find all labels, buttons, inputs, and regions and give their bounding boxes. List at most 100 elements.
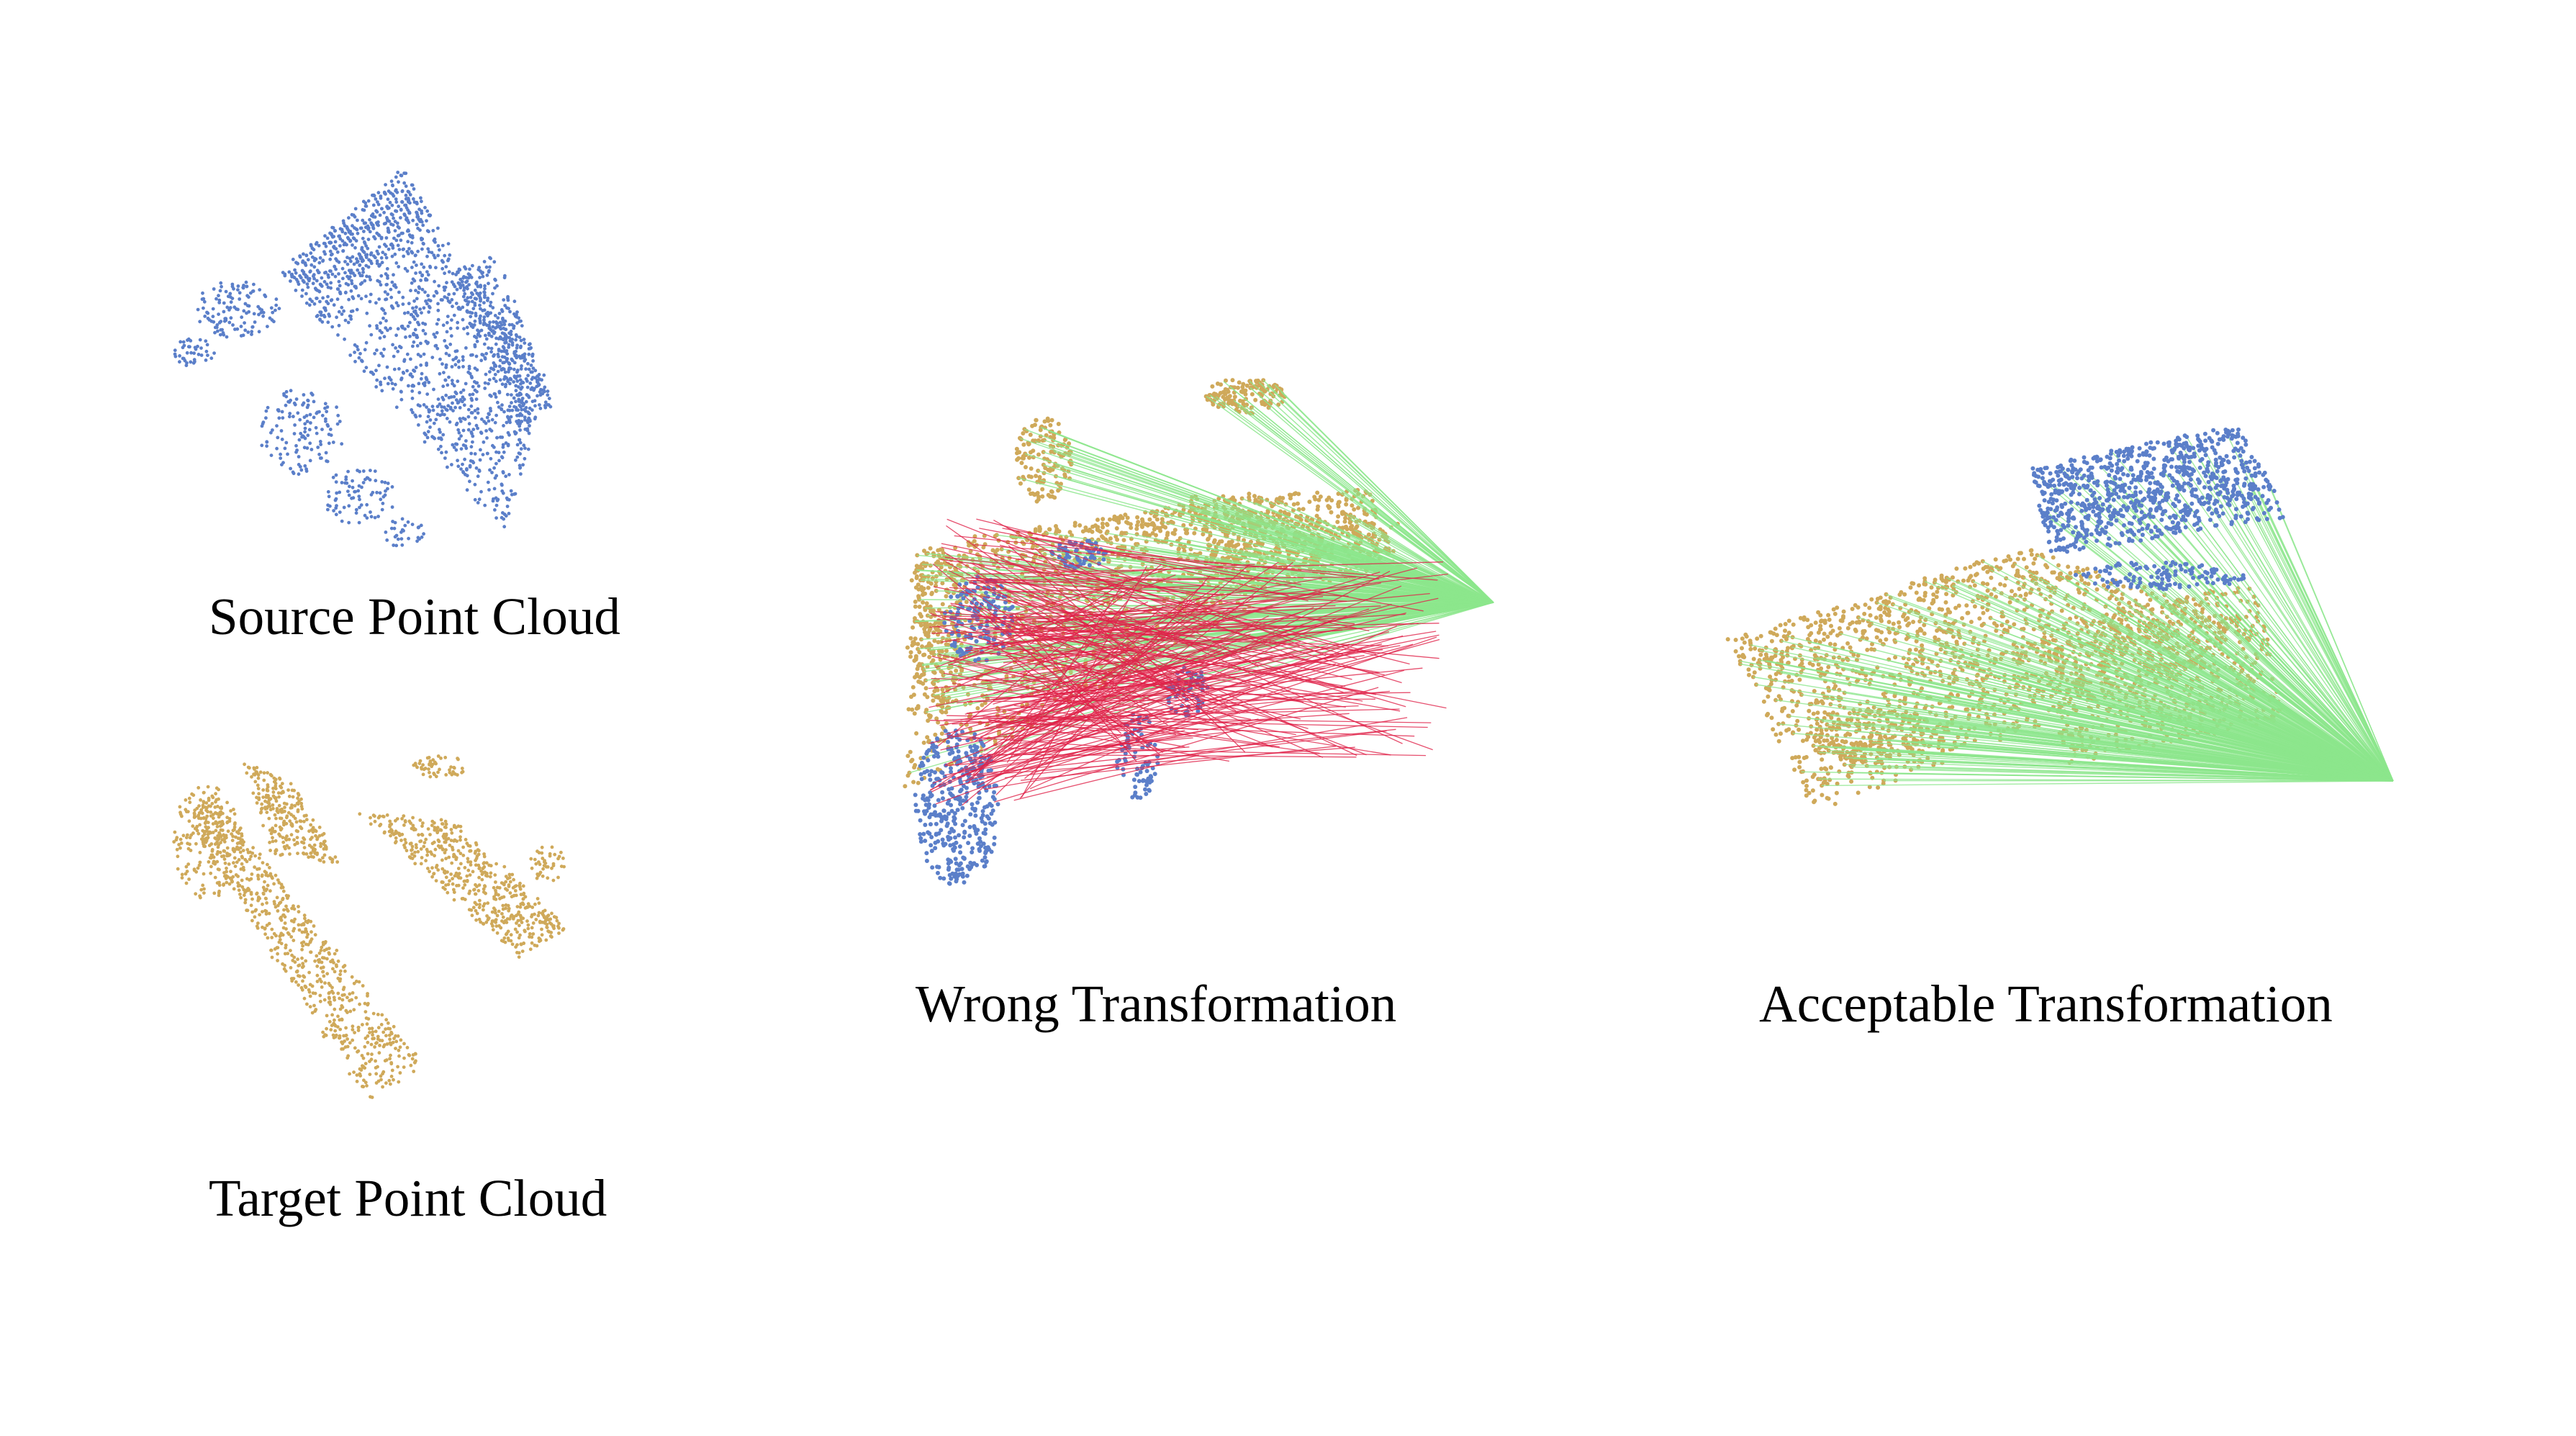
point <box>490 417 494 422</box>
point <box>527 352 531 356</box>
point <box>495 325 499 329</box>
point <box>289 935 294 939</box>
point <box>451 282 456 286</box>
point <box>500 919 504 923</box>
point <box>315 954 319 958</box>
point <box>559 864 564 868</box>
point <box>492 466 496 470</box>
point <box>253 909 258 913</box>
point <box>220 854 224 859</box>
point <box>327 441 331 446</box>
point <box>469 860 473 864</box>
point <box>302 837 307 841</box>
point <box>206 810 209 814</box>
point <box>403 523 407 528</box>
point <box>178 805 182 809</box>
point <box>286 894 290 898</box>
point <box>425 405 428 409</box>
point <box>548 405 553 409</box>
point <box>322 1034 326 1039</box>
point <box>446 296 449 300</box>
point <box>425 341 430 346</box>
point <box>204 358 208 362</box>
point <box>557 931 561 935</box>
point <box>264 409 268 413</box>
point <box>427 304 431 309</box>
point <box>406 520 410 524</box>
point <box>384 1034 388 1038</box>
point <box>538 377 541 381</box>
point <box>519 447 523 451</box>
point <box>267 816 271 821</box>
point <box>1033 529 1038 533</box>
point <box>343 271 347 275</box>
point <box>394 197 398 201</box>
point <box>287 415 292 419</box>
point <box>300 840 304 844</box>
point <box>184 808 188 812</box>
point <box>289 833 294 837</box>
point <box>548 934 553 938</box>
point <box>178 837 183 841</box>
point <box>1157 525 1162 530</box>
point <box>201 883 205 888</box>
point <box>430 250 434 255</box>
point <box>474 416 477 420</box>
point <box>396 537 400 541</box>
point <box>348 239 352 243</box>
point <box>386 381 390 386</box>
point <box>178 846 182 850</box>
point <box>403 819 407 823</box>
point <box>412 332 415 335</box>
point <box>494 450 498 454</box>
point <box>394 346 397 350</box>
point <box>410 397 415 400</box>
point <box>187 796 191 800</box>
point <box>506 936 510 940</box>
point <box>229 316 233 320</box>
point <box>436 397 440 401</box>
point <box>213 836 217 840</box>
point <box>213 805 217 809</box>
point <box>404 184 408 189</box>
point <box>405 1046 410 1049</box>
point <box>421 821 425 825</box>
point <box>350 975 354 979</box>
point <box>284 802 289 806</box>
point <box>189 351 193 355</box>
point <box>518 354 521 358</box>
point <box>531 921 535 925</box>
point <box>305 446 309 450</box>
point <box>452 898 456 902</box>
point <box>482 301 486 304</box>
point <box>225 821 230 825</box>
point <box>275 895 279 900</box>
point <box>523 341 527 345</box>
point <box>323 306 327 310</box>
point <box>325 282 329 286</box>
point <box>347 216 351 220</box>
point <box>466 296 470 300</box>
point <box>507 366 512 370</box>
point <box>229 809 232 813</box>
point <box>282 392 286 396</box>
point <box>332 245 335 249</box>
point <box>276 878 280 882</box>
point <box>430 405 435 409</box>
point <box>220 328 224 332</box>
point <box>412 340 416 344</box>
point <box>227 817 232 821</box>
point <box>354 995 358 1000</box>
point <box>261 823 265 828</box>
point <box>372 254 376 258</box>
point <box>335 491 339 495</box>
point <box>309 823 313 827</box>
point <box>501 443 505 447</box>
point <box>187 819 191 823</box>
point <box>251 846 255 850</box>
point <box>529 363 533 367</box>
point <box>452 292 456 296</box>
point <box>353 489 358 494</box>
point <box>473 297 477 301</box>
point <box>365 476 369 480</box>
